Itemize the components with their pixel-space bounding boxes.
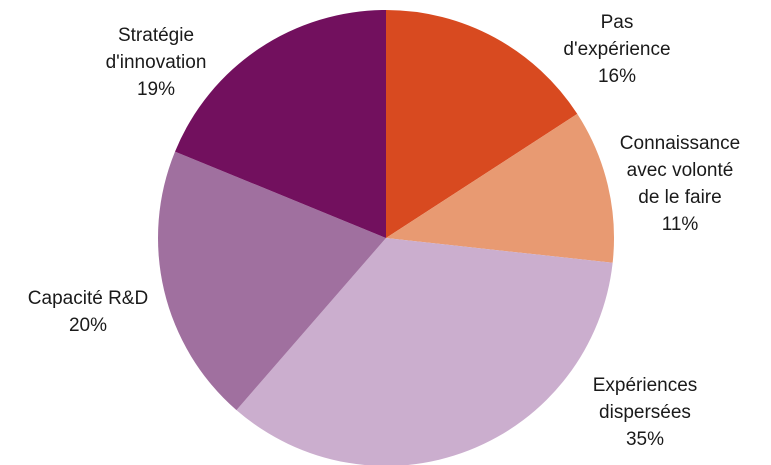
pie-slice-0	[386, 10, 578, 238]
pie-slices	[158, 10, 614, 465]
slice-label-line-1-1: avec volonté	[627, 160, 734, 181]
pie-slice-2	[236, 238, 613, 465]
slice-label-3: Capacité R&D 20%	[28, 288, 148, 336]
slice-label-line-4-0: Stratégie	[118, 25, 194, 46]
slice-label-line-0-0: Pas	[601, 12, 634, 33]
slice-label-line-3-0: Capacité R&D	[28, 288, 148, 309]
slice-label-4: Stratégie d'innovation 19%	[106, 25, 207, 100]
slice-label-line-4-1: d'innovation	[106, 52, 207, 73]
slice-label-line-2-1: dispersées	[599, 402, 691, 423]
slice-percent-4: 19%	[137, 79, 175, 100]
slice-label-line-1-2: de le faire	[638, 187, 721, 208]
slice-label-0: Pas d'expérience 16%	[563, 12, 670, 87]
pie-slice-3	[158, 151, 386, 411]
slice-label-1: Connaissance avec volonté de le faire 11%	[620, 133, 740, 235]
slice-percent-0: 16%	[598, 66, 636, 87]
slice-label-line-0-1: d'expérience	[563, 39, 670, 60]
slice-percent-1: 11%	[662, 214, 699, 235]
slice-label-line-1-0: Connaissance	[620, 133, 740, 154]
slice-percent-3: 20%	[69, 315, 107, 336]
pie-slice-4	[175, 10, 386, 238]
pie-labels: Pas d'expérience 16% Connaissance avec volon…	[28, 12, 740, 450]
slice-percent-2: 35%	[626, 429, 664, 450]
slice-label-2: Expériences dispersées 35%	[593, 375, 698, 450]
pie-slice-1	[386, 113, 614, 263]
slice-label-line-2-0: Expériences	[593, 375, 698, 396]
